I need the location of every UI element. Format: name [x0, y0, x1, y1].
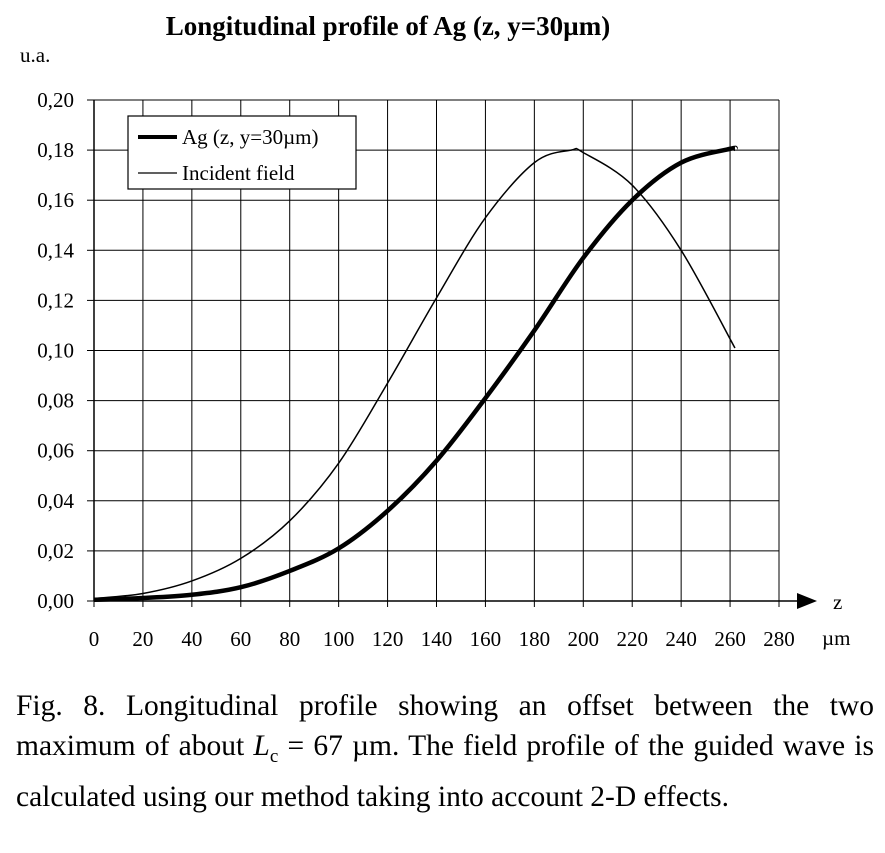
caption-prefix: Fig. 8. Longitudinal profile showing an …: [16, 690, 874, 762]
x-tick-label: 160: [470, 627, 502, 651]
chart: Longitudinal profile of Ag (z, y=30µm) u…: [20, 11, 850, 651]
series-line-incident: [93, 147, 736, 600]
x-tick-label: 240: [665, 627, 697, 651]
series-line-ag: [93, 145, 738, 602]
y-tick-label: 0,04: [37, 489, 74, 513]
chart-title: Longitudinal profile of Ag (z, y=30µm): [166, 11, 610, 41]
x-tick-label: 260: [714, 627, 746, 651]
x-tick-label: 200: [568, 627, 600, 651]
x-axis-arrow: [797, 593, 817, 609]
y-tick-label: 0,06: [37, 439, 74, 463]
x-tick-label: 180: [519, 627, 551, 651]
y-tick-label: 0,12: [37, 288, 74, 312]
x-tick-label: 100: [323, 627, 355, 651]
y-tick-label: 0,18: [37, 138, 74, 162]
legend: Ag (z, y=30µm) Incident field: [127, 115, 357, 190]
x-tick-label: 220: [616, 627, 648, 651]
axes: [87, 99, 817, 609]
x-tick-label: 280: [763, 627, 795, 651]
y-tick-label: 0,08: [37, 389, 74, 413]
x-tick-label: 80: [279, 627, 300, 651]
y-tick-label: 0,16: [37, 188, 74, 212]
series-group: [93, 145, 738, 602]
caption-subscript: c: [269, 745, 279, 767]
x-tick-labels: 0 20 40 60 80 100 120 140 160 180 200 220 240 260 280: [89, 627, 795, 651]
y-tick-labels: 0,00 0,02 0,04 0,06 0,08 0,10 0,12 0,14 0,16 0,18…: [37, 88, 74, 613]
figure-caption: Fig. 8. Longitudinal profile showing an …: [16, 686, 874, 817]
x-axis-label: z: [833, 590, 842, 614]
caption-symbol: L: [253, 730, 270, 762]
legend-box: [127, 115, 357, 190]
y-tick-label: 0,00: [37, 589, 74, 613]
x-tick-label: 140: [421, 627, 453, 651]
y-axis-label: u.a.: [20, 43, 50, 67]
legend-label-incident: Incident field: [182, 161, 295, 185]
caption-suffix: = 67 µm. The field profile of the guided…: [16, 730, 874, 813]
x-tick-label: 40: [181, 627, 202, 651]
x-axis-unit: µm: [822, 626, 850, 650]
y-tick-label: 0,02: [37, 539, 74, 563]
y-tick-label: 0,20: [37, 88, 74, 112]
x-tick-label: 0: [89, 627, 100, 651]
y-tick-label: 0,14: [37, 238, 74, 262]
legend-label-ag: Ag (z, y=30µm): [182, 125, 319, 149]
x-tick-label: 20: [132, 627, 153, 651]
x-tick-label: 120: [372, 627, 404, 651]
y-tick-label: 0,10: [37, 339, 74, 363]
x-tick-label: 60: [230, 627, 251, 651]
